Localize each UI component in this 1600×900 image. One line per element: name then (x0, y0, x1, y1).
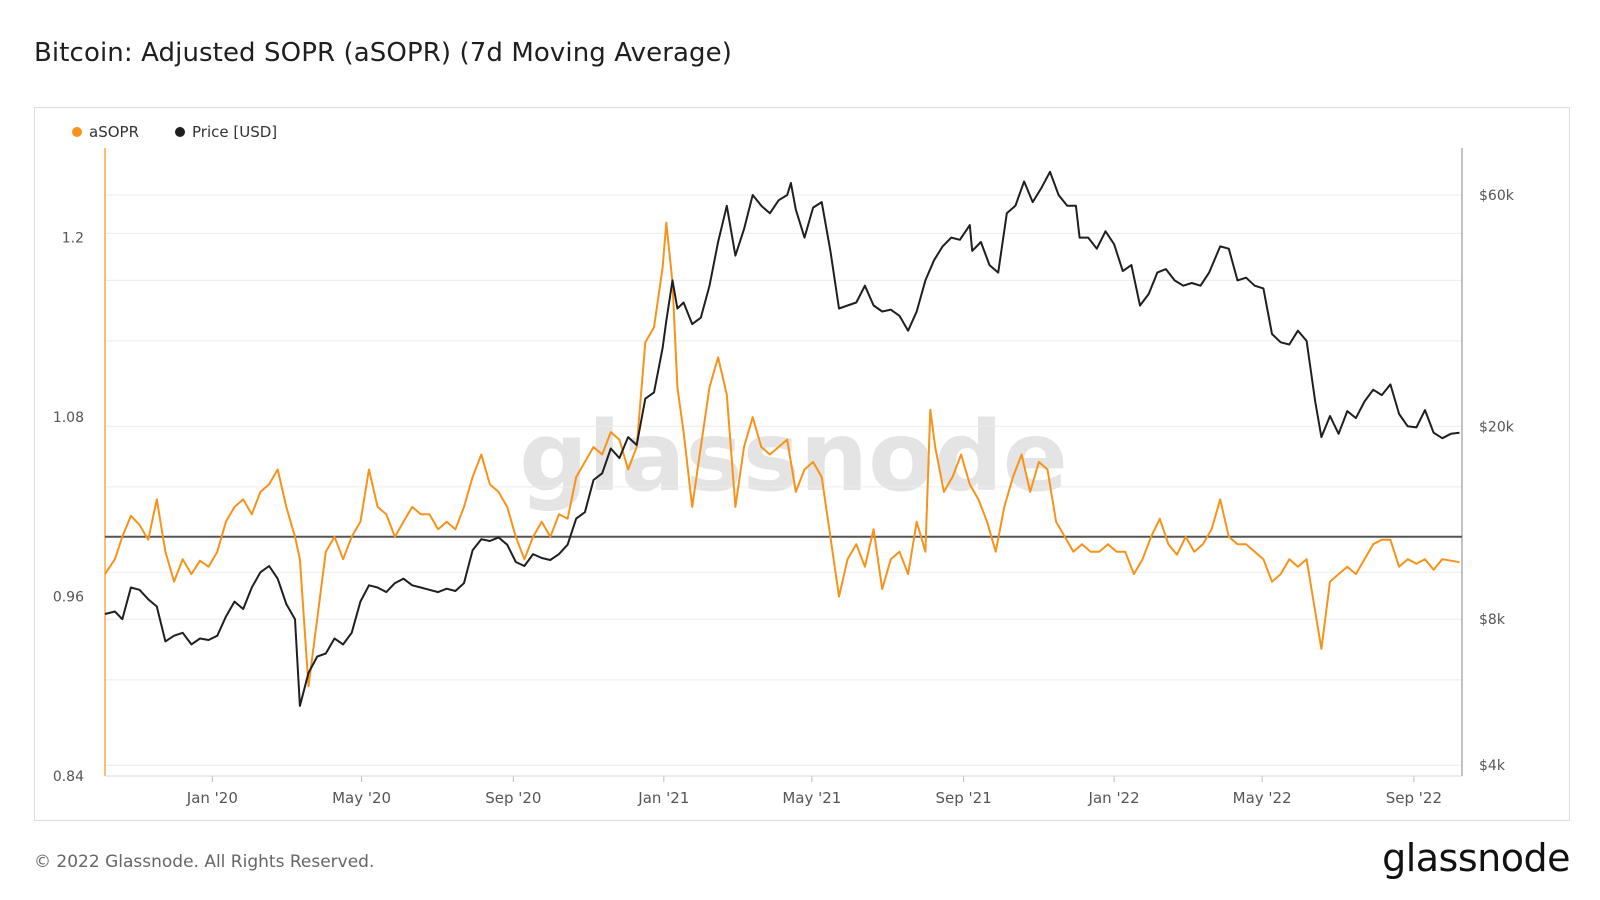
brand-logo[interactable]: glassnode (1382, 836, 1570, 880)
x-tick-label: Sep '20 (485, 789, 541, 807)
x-tick-label: Sep '22 (1386, 789, 1442, 807)
x-tick-label: Jan '20 (186, 789, 238, 807)
x-tick-label: Jan '22 (1088, 789, 1140, 807)
copyright-footer: © 2022 Glassnode. All Rights Reserved. (34, 852, 375, 872)
right-tick-label: $20k (1479, 419, 1515, 435)
legend-item-price[interactable]: Price [USD] (175, 123, 277, 141)
legend-label-price: Price [USD] (192, 123, 278, 141)
right-tick-label: $4k (1479, 758, 1506, 774)
asopr-line[interactable] (104, 221, 1460, 688)
watermark-text: glassnode (519, 401, 1068, 513)
left-tick-label: 1.08 (53, 410, 84, 426)
legend-dot-price (175, 127, 185, 137)
chart-panel (34, 107, 1570, 821)
left-tick-label: 1.2 (62, 231, 84, 247)
legend-dot-asopr (72, 127, 82, 137)
left-tick-label: 0.84 (53, 769, 84, 785)
left-tick-label: 0.96 (53, 590, 84, 606)
x-tick-label: May '22 (1233, 789, 1292, 807)
right-tick-label: $60k (1479, 188, 1515, 204)
right-tick-label: $8k (1479, 612, 1506, 628)
chart-title: Bitcoin: Adjusted SOPR (aSOPR) (7d Movin… (34, 38, 732, 68)
x-tick-label: May '21 (782, 789, 841, 807)
price-line[interactable] (104, 170, 1460, 707)
legend-label-asopr: aSOPR (89, 123, 139, 141)
x-tick-label: May '20 (332, 789, 391, 807)
x-tick-label: Jan '21 (637, 789, 689, 807)
legend: aSOPR Price [USD] (72, 123, 277, 141)
x-tick-label: Sep '21 (935, 789, 991, 807)
legend-item-asopr[interactable]: aSOPR (72, 123, 139, 141)
